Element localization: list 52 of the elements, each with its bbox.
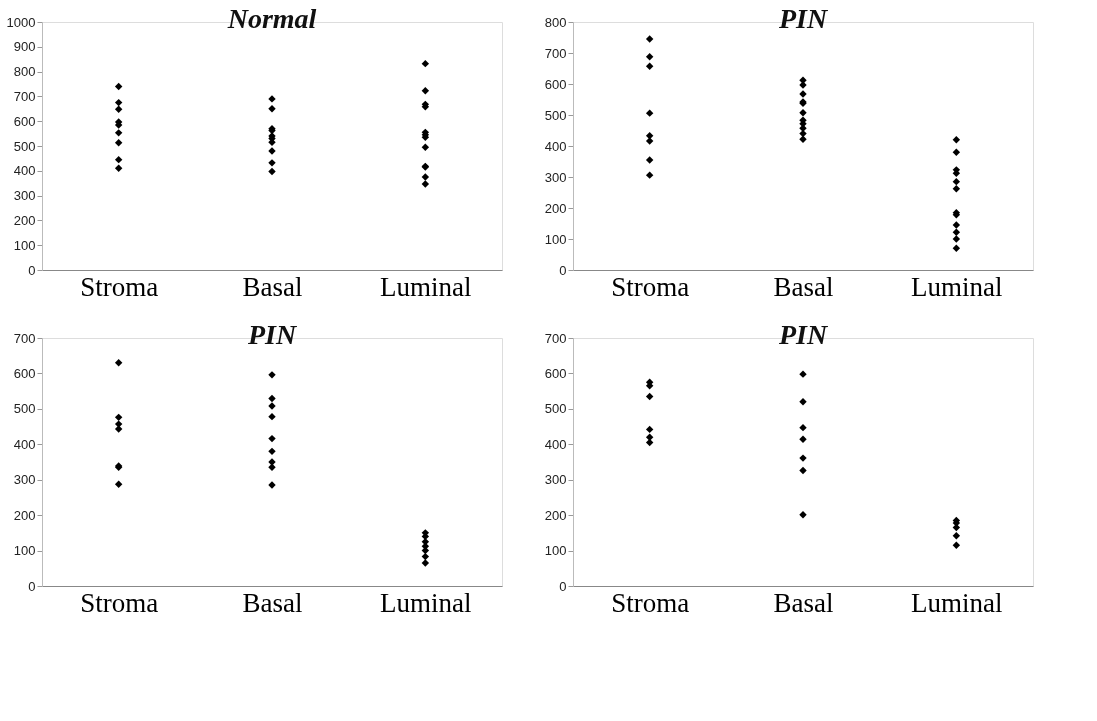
y-tick-label: 100 xyxy=(13,237,36,253)
y-tick-label: 300 xyxy=(544,169,567,185)
y-tick-label: 800 xyxy=(13,64,36,80)
y-tick-label: 600 xyxy=(544,76,567,92)
y-tick-label: 100 xyxy=(544,231,567,247)
chart-title: PIN xyxy=(777,3,829,34)
x-tick-label: Stroma xyxy=(611,587,690,618)
chart-title: Normal xyxy=(226,3,317,34)
y-tick-label: 600 xyxy=(13,365,36,381)
chart-title: PIN xyxy=(777,319,829,350)
y-tick-label: 700 xyxy=(544,45,567,61)
y-tick-label: 600 xyxy=(13,113,36,129)
y-tick-label: 100 xyxy=(544,543,567,559)
y-tick-label: 400 xyxy=(13,436,36,452)
y-tick-label: 700 xyxy=(13,88,36,104)
x-tick-label: Luminal xyxy=(380,587,472,618)
y-tick-label: 400 xyxy=(544,138,567,154)
y-tick-label: 800 xyxy=(544,14,567,30)
y-tick-label: 300 xyxy=(13,188,36,204)
y-tick-label: 900 xyxy=(13,39,36,55)
y-tick-label: 600 xyxy=(544,365,567,381)
y-tick-label: 300 xyxy=(13,472,36,488)
y-tick-label: 100 xyxy=(13,543,36,559)
y-tick-label: 0 xyxy=(28,578,36,594)
y-tick-label: 400 xyxy=(544,436,567,452)
x-tick-label: Luminal xyxy=(380,271,472,302)
y-tick-label: 500 xyxy=(13,401,36,417)
y-tick-label: 200 xyxy=(13,212,36,228)
y-tick-label: 0 xyxy=(28,262,36,278)
y-tick-label: 1000 xyxy=(6,14,36,30)
x-tick-label: Luminal xyxy=(911,587,1003,618)
x-tick-label: Stroma xyxy=(611,271,690,302)
x-tick-label: Basal xyxy=(242,587,303,618)
x-tick-label: Basal xyxy=(242,271,303,302)
y-tick-label: 200 xyxy=(544,200,567,216)
x-tick-label: Basal xyxy=(773,271,834,302)
y-tick-label: 500 xyxy=(544,401,567,417)
y-tick-label: 0 xyxy=(559,262,567,278)
y-tick-label: 500 xyxy=(13,138,36,154)
x-tick-label: Luminal xyxy=(911,271,1003,302)
y-tick-label: 500 xyxy=(544,107,567,123)
y-tick-label: 300 xyxy=(544,472,567,488)
y-tick-label: 200 xyxy=(13,507,36,523)
y-tick-label: 400 xyxy=(13,163,36,179)
chart-title: PIN xyxy=(246,319,298,350)
x-tick-label: Stroma xyxy=(80,587,159,618)
y-tick-label: 700 xyxy=(13,330,36,346)
y-tick-label: 0 xyxy=(559,578,567,594)
y-tick-label: 200 xyxy=(544,507,567,523)
y-tick-label: 700 xyxy=(544,330,567,346)
x-tick-label: Basal xyxy=(773,587,834,618)
x-tick-label: Stroma xyxy=(80,271,159,302)
